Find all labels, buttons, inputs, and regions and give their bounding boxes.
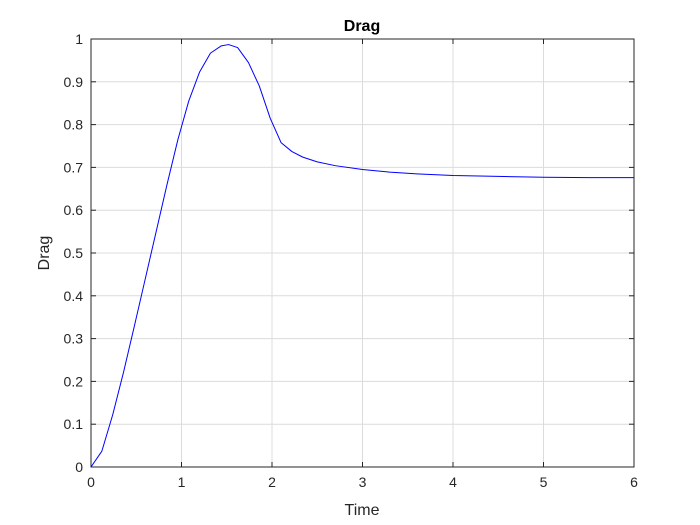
y-tick-label: 0.1: [64, 416, 84, 432]
y-tick-label: 0.3: [64, 331, 84, 347]
y-tick-label: 0.9: [64, 74, 84, 90]
y-tick-label: 0: [75, 459, 83, 475]
x-axis-label: Time: [345, 502, 380, 519]
y-tick-label: 0.4: [64, 288, 84, 304]
x-tick-label: 3: [359, 474, 367, 490]
y-tick-label: 0.7: [64, 159, 84, 175]
plot-area-border: [90, 38, 635, 468]
x-tick-label: 6: [630, 474, 638, 490]
x-tick-label: 5: [540, 474, 548, 490]
y-tick-labels: 0 0.1 0.2 0.3 0.4 0.5 0.6 0.7 0.8 0.9 1: [64, 31, 84, 475]
y-tick-label: 0.8: [64, 117, 84, 133]
x-tick-label: 4: [449, 474, 457, 490]
x-tick-label: 0: [87, 474, 95, 490]
x-tick-label: 1: [178, 474, 186, 490]
series-line: [90, 44, 634, 468]
y-axis-label: Drag: [36, 236, 53, 271]
chart-title: Drag: [344, 18, 380, 35]
y-tick-label: 0.6: [64, 202, 84, 218]
y-tick-label: 0.2: [64, 373, 84, 389]
y-tick-label: 0.5: [64, 245, 84, 261]
x-tick-labels: 0 1 2 3 4 5 6: [87, 474, 638, 490]
x-tick-label: 2: [268, 474, 276, 490]
y-tick-label: 1: [75, 31, 83, 47]
series-group: [90, 44, 634, 468]
